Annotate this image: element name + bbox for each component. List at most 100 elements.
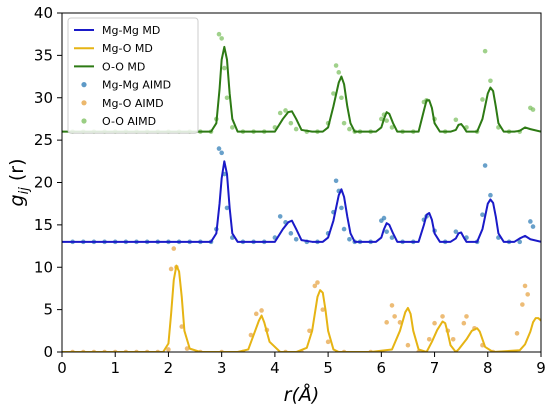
data-point-mg-o-aimd [253,311,259,317]
data-point-mg-o-aimd [520,302,525,307]
data-point-o-o-aimd [277,110,283,116]
data-point-mg-mg-aimd [219,150,224,156]
data-point-o-o-aimd [482,48,488,54]
data-point-mg-mg-aimd [530,224,536,229]
data-point-mg-o-aimd [325,339,331,345]
y-axis-label: gij (r) [6,159,32,207]
legend-swatch-mg-o-aimd [81,100,87,106]
data-point-mg-o-aimd [307,328,312,334]
data-point-o-o-aimd [222,65,227,71]
legend-box [67,17,199,134]
series-line-o-o-md [62,45,541,133]
data-point-mg-o-aimd [432,320,437,326]
data-point-mg-mg-aimd [384,229,389,234]
x-tick-label: 8 [483,359,493,377]
legend-swatch-mg-mg-aimd [81,82,87,88]
series-line-mg-mg-md [62,160,541,243]
data-point-mg-mg-aimd [453,229,459,234]
data-point-mg-mg-aimd [488,192,493,198]
legend-swatch-o-o-aimd [81,118,87,124]
data-point-mg-o-aimd [248,332,254,338]
data-point-o-o-aimd [530,107,536,112]
x-tick-label: 0 [57,359,67,377]
data-point-mg-o-aimd [514,331,520,336]
data-point-mg-o-aimd [179,324,185,329]
data-point-mg-o-aimd [166,347,171,352]
data-point-mg-mg-aimd [339,205,344,211]
data-point-mg-mg-aimd [216,146,222,151]
data-point-o-o-aimd [219,36,224,41]
data-point-o-o-aimd [283,108,288,113]
y-tick-label: 15 [34,216,53,234]
data-point-o-o-aimd [389,125,395,130]
data-point-o-o-aimd [333,63,339,68]
data-point-mg-o-aimd [171,246,177,251]
x-tick-label: 9 [536,359,546,377]
data-point-mg-mg-aimd [277,214,283,219]
y-tick-label: 20 [34,174,53,192]
data-point-mg-o-aimd [384,320,389,325]
y-tick-label: 10 [34,258,53,276]
data-point-mg-o-aimd [464,314,469,319]
data-point-mg-o-aimd [522,283,528,289]
x-tick-label: 4 [270,359,280,377]
y-tick-label: 40 [34,4,53,22]
data-point-mg-o-aimd [450,336,456,342]
data-point-mg-o-aimd [405,342,411,348]
legend-label-mg-o-aimd: Mg-O AIMD [102,97,164,110]
data-point-mg-mg-aimd [224,205,230,211]
data-point-mg-o-aimd [184,346,190,351]
x-tick-label: 3 [217,359,227,377]
data-point-o-o-aimd [288,120,294,126]
data-point-mg-mg-aimd [288,231,294,236]
data-point-o-o-aimd [453,117,459,123]
data-point-mg-o-aimd [525,292,530,297]
data-point-mg-o-aimd [312,283,318,289]
axes-layer: 0 1 2 3 4 5 6 7 8 9 0 5 10 15 20 25 30 35 40 r(Å) gij (r) [6,4,546,406]
legend-label-o-o-aimd: O-O AIMD [102,115,156,128]
data-point-mg-mg-aimd [528,219,533,224]
data-point-mg-o-aimd [392,314,397,319]
x-tick-label: 7 [430,359,440,377]
legend: Mg-Mg MD Mg-O MD O-O MD Mg-Mg AIMD Mg-O AIMD… [67,17,199,134]
x-tick-label: 5 [323,359,333,377]
data-point-mg-o-aimd [389,303,395,308]
data-point-mg-mg-aimd [389,235,395,240]
legend-label-o-o-md: O-O MD [102,60,145,73]
series-line-mg-o-md [62,264,541,352]
legend-label-mg-o-md: Mg-O MD [102,42,153,55]
data-point-mg-o-aimd [440,314,445,319]
data-point-o-o-aimd [347,126,352,132]
data-point-mg-mg-aimd [347,236,352,242]
data-point-mg-o-aimd [168,266,174,272]
y-tick-label: 5 [43,301,53,319]
data-point-mg-mg-aimd [482,163,488,168]
x-tick-label: 1 [110,359,120,377]
data-point-mg-mg-aimd [517,239,523,245]
y-tick-label: 0 [43,343,53,361]
data-point-o-o-aimd [293,126,299,132]
legend-label-mg-mg-aimd: Mg-Mg AIMD [102,79,171,92]
data-point-o-o-aimd [331,91,336,96]
y-tick-label: 35 [34,46,53,64]
data-point-mg-mg-aimd [333,178,339,184]
data-point-mg-o-aimd [315,280,320,285]
data-point-o-o-aimd [341,120,347,126]
data-point-o-o-aimd [384,118,389,123]
data-point-mg-o-aimd [320,307,326,312]
y-tick-label: 30 [34,89,53,107]
data-point-o-o-aimd [230,125,235,130]
x-tick-label: 2 [164,359,174,377]
data-point-o-o-aimd [336,70,342,75]
data-point-o-o-aimd [224,95,230,101]
data-point-mg-mg-aimd [480,212,485,218]
x-axis-label: r(Å) [284,383,320,406]
data-point-o-o-aimd [339,95,344,101]
data-point-mg-o-aimd [461,320,467,326]
data-point-mg-o-aimd [426,336,432,342]
series-layer [62,31,541,352]
data-point-o-o-aimd [488,78,493,84]
data-point-mg-mg-aimd [381,215,387,221]
data-point-mg-mg-aimd [341,226,347,232]
